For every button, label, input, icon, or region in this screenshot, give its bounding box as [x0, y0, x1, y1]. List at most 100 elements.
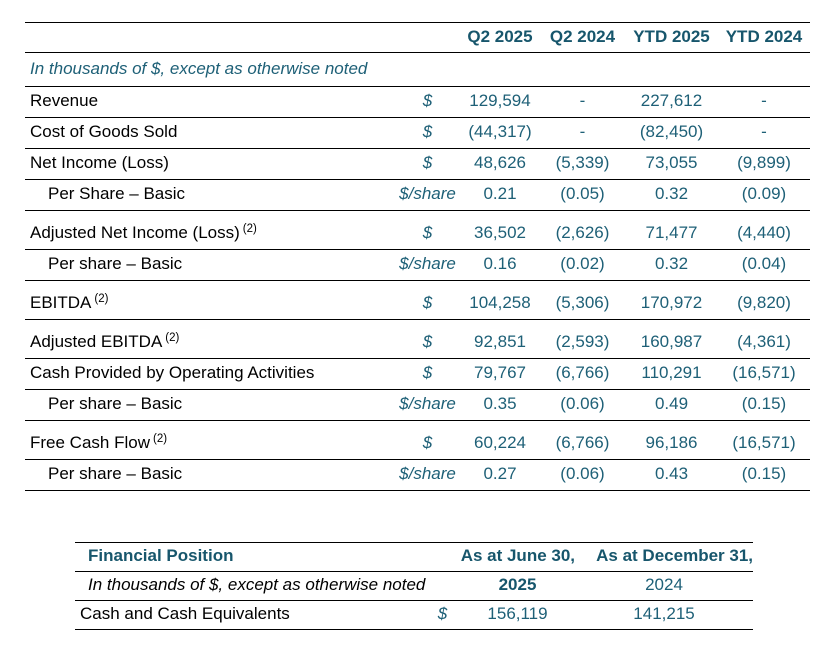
row-label: EBITDA (2)	[25, 281, 395, 320]
cell-ytd-2025: 0.32	[654, 254, 689, 273]
row-unit: $	[422, 363, 433, 382]
cell-q2-2024: (2,593)	[555, 332, 610, 351]
cell-q2-2024: (0.06)	[560, 394, 605, 413]
cell-ytd-2025: 71,477	[645, 223, 698, 242]
table-row-adjusted-ebitda: Adjusted EBITDA (2) $ 92,851 (2,593) 160,…	[25, 320, 810, 359]
cell-ytd-2025: 0.43	[654, 464, 689, 483]
cell-q2-2025: 79,767	[474, 363, 526, 382]
cell-q2-2025: 0.16	[483, 254, 517, 273]
cell-q2-2025: 0.35	[483, 394, 517, 413]
column-header-ytd-2024: YTD 2024	[725, 27, 803, 46]
row-unit: $	[437, 604, 448, 623]
cell-ytd-2024: (16,571)	[732, 433, 796, 452]
row-unit: $	[422, 122, 433, 141]
footnote-ref: (2)	[165, 332, 180, 344]
table-row-adjusted-net-income: Adjusted Net Income (Loss) (2) $ 36,502 (…	[25, 211, 810, 250]
footnote-ref: (2)	[152, 433, 168, 445]
cell-q2-2024: -	[579, 91, 586, 110]
row-label: Per share – Basic	[25, 390, 395, 421]
cell-ytd-2024: (9,820)	[737, 293, 791, 312]
cell-ytd-2025: (82,450)	[639, 122, 704, 141]
units-note: In thousands of $, except as otherwise n…	[88, 575, 426, 594]
cell-ytd-2024: (0.15)	[741, 464, 787, 483]
table-row-net-income-per-share: Per Share – Basic $/share 0.21 (0.05) 0.…	[25, 180, 810, 211]
row-label: Per Share – Basic	[25, 180, 395, 211]
units-note-row: In thousands of $, except as otherwise n…	[25, 53, 810, 87]
row-unit: $/share	[399, 464, 456, 483]
cell-ytd-2025: 227,612	[640, 91, 703, 110]
row-label: Cost of Goods Sold	[25, 118, 395, 149]
cell-q2-2024: (2,626)	[555, 223, 610, 242]
table-row-ebitda: EBITDA (2) $ 104,258 (5,306) 170,972 (9,8…	[25, 281, 810, 320]
column-header-ytd-2025: YTD 2025	[633, 27, 710, 46]
row-unit: $	[422, 223, 433, 242]
cell-q2-2024: (0.06)	[560, 464, 605, 483]
row-label: Per share – Basic	[25, 250, 395, 281]
cell-ytd-2025: 0.32	[654, 184, 689, 203]
year-2025-label: 2025	[498, 575, 537, 594]
table-row-revenue: Revenue $ 129,594 - 227,612 -	[25, 87, 810, 118]
table-row-cash-operating-per-share: Per share – Basic $/share 0.35 (0.06) 0.…	[25, 390, 810, 421]
cell-q2-2024: (0.05)	[560, 184, 605, 203]
table-row-free-cash-flow: Free Cash Flow (2) $ 60,224 (6,766) 96,18…	[25, 421, 810, 460]
footnote-ref: (2)	[242, 223, 257, 235]
header-spacer	[395, 23, 460, 53]
row-label: Cash Provided by Operating Activities	[25, 359, 395, 390]
cell-q2-2024: (6,766)	[555, 363, 610, 382]
row-label-text: Revenue	[30, 91, 99, 110]
cell-ytd-2024: -	[761, 122, 767, 141]
row-label-text: Per share – Basic	[48, 254, 183, 273]
quarterly-results-table: Q2 2025 Q2 2024 YTD 2025 YTD 2024 In tho…	[25, 22, 810, 491]
column-header-q2-2025: Q2 2025	[467, 27, 533, 46]
row-label: Adjusted Net Income (Loss) (2)	[25, 211, 395, 250]
row-label-text: EBITDA	[30, 293, 92, 312]
cell-q2-2024: (5,339)	[555, 153, 610, 172]
row-label-text: Net Income (Loss)	[30, 153, 169, 172]
cell-ytd-2024: (9,899)	[737, 153, 791, 172]
position-note-row: In thousands of $, except as otherwise n…	[75, 572, 754, 601]
row-unit: $/share	[399, 184, 456, 203]
cell-q2-2025: 104,258	[469, 293, 531, 312]
cell-ytd-2025: 96,186	[645, 433, 698, 452]
cell-ytd-2024: (0.09)	[741, 184, 787, 203]
footnote-ref: (2)	[94, 293, 109, 305]
row-label-text: Free Cash Flow	[30, 433, 150, 452]
cell-ytd-2024: (0.15)	[741, 394, 787, 413]
cell-ytd-2024: -	[761, 91, 767, 110]
cell-ytd-2024: (4,361)	[737, 332, 791, 351]
cell-q2-2025: 0.21	[483, 184, 517, 203]
table-row-free-cash-flow-per-share: Per share – Basic $/share 0.27 (0.06) 0.…	[25, 460, 810, 491]
cell-q2-2024: (6,766)	[555, 433, 610, 452]
table-row-adjusted-net-income-per-share: Per share – Basic $/share 0.16 (0.02) 0.…	[25, 250, 810, 281]
position-table-title: Financial Position	[88, 546, 234, 565]
row-unit: $/share	[399, 394, 456, 413]
cell-q2-2025: 36,502	[474, 223, 526, 242]
column-header-december-31: As at December 31,	[596, 546, 754, 565]
position-header-row: Financial Position As at June 30, As at …	[75, 543, 754, 572]
cell-q2-2025: 92,851	[474, 332, 526, 351]
cell-q2-2025: 48,626	[474, 153, 526, 172]
row-label-text: Cost of Goods Sold	[30, 122, 178, 141]
row-unit: $	[422, 433, 433, 452]
row-label-text: Adjusted Net Income (Loss)	[30, 223, 240, 242]
cell-ytd-2025: 110,291	[641, 363, 702, 382]
cell-q2-2025: (44,317)	[468, 122, 532, 141]
row-label-text: Per share – Basic	[48, 394, 183, 413]
cell-q2-2025: 0.27	[483, 464, 517, 483]
column-header-june-30: As at June 30,	[460, 546, 576, 565]
cell-ytd-2025: 73,055	[645, 153, 698, 172]
cell-q2-2025: 129,594	[469, 91, 531, 110]
row-label-text: Per share – Basic	[48, 464, 183, 483]
row-label: Adjusted EBITDA (2)	[25, 320, 395, 359]
row-label: Free Cash Flow (2)	[25, 421, 395, 460]
table-row-cash-equivalents: Cash and Cash Equivalents $ 156,119 141,…	[75, 601, 754, 630]
financial-position-table: Financial Position As at June 30, As at …	[75, 542, 754, 630]
cell-ytd-2024: (0.04)	[741, 254, 787, 273]
column-header-row: Q2 2025 Q2 2024 YTD 2025 YTD 2024	[25, 23, 810, 53]
row-label: Cash and Cash Equivalents	[75, 601, 425, 630]
cell-ytd-2025: 170,972	[640, 293, 703, 312]
cell-ytd-2024: (16,571)	[732, 363, 796, 382]
cell-q2-2024: (0.02)	[560, 254, 605, 273]
header-spacer	[25, 23, 395, 53]
